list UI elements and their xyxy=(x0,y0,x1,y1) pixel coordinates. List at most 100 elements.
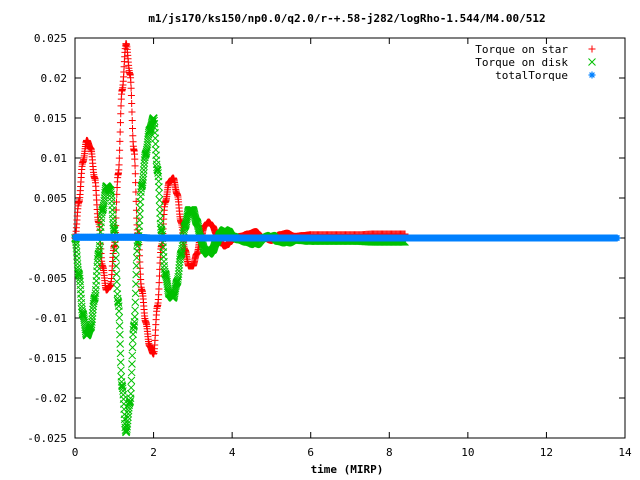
data-point xyxy=(115,321,124,330)
data-point xyxy=(117,102,125,110)
data-point xyxy=(131,298,140,307)
data-point xyxy=(131,162,139,170)
data-point xyxy=(112,262,121,270)
data-point xyxy=(155,202,164,211)
data-point xyxy=(128,360,136,368)
data-point xyxy=(95,247,103,256)
data-point xyxy=(129,124,137,132)
data-point xyxy=(155,183,163,191)
data-point xyxy=(130,312,139,321)
data-point xyxy=(114,299,123,307)
data-point xyxy=(75,274,84,283)
data-point xyxy=(112,277,121,286)
y-tick-label: 0.015 xyxy=(34,112,67,125)
data-point xyxy=(128,343,137,352)
data-point xyxy=(135,222,144,231)
data-point xyxy=(94,252,102,261)
data-point xyxy=(175,264,183,272)
data-point xyxy=(139,176,147,184)
y-tick-label: 0.01 xyxy=(41,152,68,165)
data-point xyxy=(110,227,119,235)
data-point xyxy=(132,179,140,187)
data-point xyxy=(91,289,100,298)
data-point xyxy=(111,239,120,248)
data-point xyxy=(117,110,125,118)
x-tick-label: 0 xyxy=(72,446,79,459)
axes: 0.025 0.02 0.015 0.01 0.005 0 -0.005 -0.01 -0.01… xyxy=(27,32,632,459)
data-point xyxy=(131,289,140,298)
data-point xyxy=(131,306,139,315)
data-point xyxy=(115,307,123,316)
data-point xyxy=(174,267,183,275)
data-point xyxy=(123,422,132,431)
data-point xyxy=(176,251,185,260)
data-point xyxy=(132,206,140,214)
y-tick-label: 0 xyxy=(60,232,67,245)
data-point xyxy=(77,298,86,307)
data-point xyxy=(155,285,163,293)
data-point xyxy=(135,216,144,225)
data-point xyxy=(136,264,144,272)
data-point xyxy=(160,261,169,270)
data-point xyxy=(127,84,135,92)
data-point xyxy=(151,134,160,143)
data-point xyxy=(150,116,158,125)
data-point xyxy=(95,245,104,254)
data-point xyxy=(126,397,135,405)
data-point xyxy=(116,146,124,154)
data-point xyxy=(155,272,163,280)
data-point xyxy=(154,177,163,186)
data-point xyxy=(116,349,125,358)
data-point xyxy=(127,376,136,385)
legend-marker xyxy=(588,58,596,66)
data-point xyxy=(116,358,125,367)
data-point xyxy=(111,246,120,255)
data-point xyxy=(116,119,124,127)
data-point xyxy=(131,170,139,178)
data-point xyxy=(126,389,135,398)
data-point xyxy=(91,291,100,300)
data-point xyxy=(88,308,97,317)
data-point xyxy=(113,284,121,293)
data-point xyxy=(136,258,144,266)
data-point xyxy=(132,261,141,270)
data-point xyxy=(72,240,80,249)
chart-title: m1/js170/ks150/np0.0/q2.0/r-+.58-j282/lo… xyxy=(148,12,545,25)
data-point xyxy=(132,270,141,279)
data-point xyxy=(132,197,140,205)
data-point xyxy=(178,242,187,250)
data-point xyxy=(115,154,123,162)
data-point xyxy=(88,312,97,320)
data-point xyxy=(128,351,137,360)
y-tick-label: -0.015 xyxy=(27,352,67,365)
data-point xyxy=(139,166,148,174)
data-point xyxy=(127,78,135,86)
data-point xyxy=(135,210,144,218)
y-tick-label: 0.025 xyxy=(34,32,67,45)
data-point xyxy=(133,214,141,222)
data-point xyxy=(131,155,139,163)
data-point xyxy=(109,214,117,223)
series-layer xyxy=(71,40,621,437)
data-point xyxy=(156,209,164,217)
data-point xyxy=(112,254,120,262)
data-point xyxy=(128,100,136,108)
data-point xyxy=(124,413,132,422)
data-point xyxy=(136,203,144,212)
data-point xyxy=(139,169,148,178)
y-tick-label: -0.005 xyxy=(27,272,67,285)
legend-label: Torque on star xyxy=(475,43,568,56)
data-point xyxy=(97,214,106,223)
data-point xyxy=(73,259,82,268)
data-point xyxy=(116,128,124,136)
y-tick-label: -0.01 xyxy=(34,312,67,325)
data-point xyxy=(116,330,124,339)
data-point xyxy=(123,419,132,428)
data-point xyxy=(140,162,148,171)
data-point xyxy=(155,279,163,287)
data-point xyxy=(117,366,125,375)
x-axis-label: time (MIRP) xyxy=(311,463,384,476)
x-tick-label: 14 xyxy=(618,446,632,459)
data-point xyxy=(132,253,141,262)
